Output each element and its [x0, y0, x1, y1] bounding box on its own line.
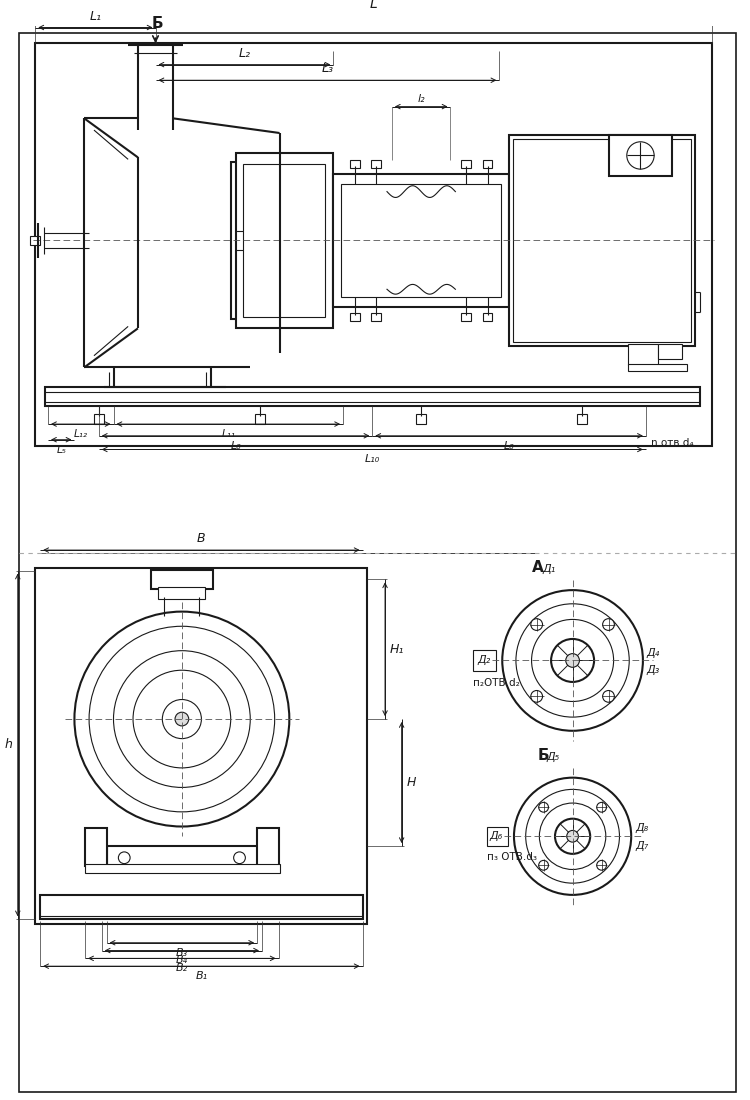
Text: L₈: L₈	[230, 441, 241, 451]
Text: H: H	[406, 776, 416, 789]
Circle shape	[118, 851, 130, 864]
Circle shape	[555, 818, 590, 854]
Bar	[658, 344, 682, 359]
Circle shape	[597, 802, 607, 812]
Text: L₁₁: L₁₁	[221, 429, 236, 439]
Bar	[86, 864, 280, 873]
Bar	[628, 363, 687, 372]
Text: l₂: l₂	[417, 94, 425, 103]
Bar	[509, 135, 694, 345]
Bar	[35, 43, 712, 446]
Bar	[483, 312, 493, 320]
Bar	[483, 161, 493, 168]
Bar	[371, 312, 381, 320]
Bar	[151, 570, 213, 590]
Bar	[350, 312, 360, 320]
Bar	[487, 826, 508, 846]
Circle shape	[74, 612, 290, 826]
Circle shape	[133, 670, 231, 768]
Bar	[35, 568, 368, 924]
Bar	[461, 161, 471, 168]
Bar	[371, 161, 381, 168]
Text: А: А	[532, 561, 543, 575]
Text: L₂: L₂	[238, 46, 250, 59]
Text: Б: Б	[538, 748, 549, 763]
Text: Д₇: Д₇	[635, 842, 648, 851]
Circle shape	[531, 618, 542, 630]
Text: Д₄: Д₄	[646, 648, 660, 658]
Circle shape	[603, 618, 614, 630]
Circle shape	[113, 651, 251, 788]
Circle shape	[89, 626, 274, 812]
Text: L₁₀: L₁₀	[364, 454, 380, 464]
Bar	[236, 153, 333, 328]
Text: Б: Б	[152, 16, 164, 32]
Circle shape	[532, 619, 614, 702]
Circle shape	[514, 778, 632, 895]
Bar	[628, 344, 658, 365]
Bar	[609, 135, 672, 176]
Text: Д₃: Д₃	[646, 666, 660, 675]
Circle shape	[566, 653, 580, 668]
Bar	[513, 139, 691, 342]
Text: Д₈: Д₈	[635, 824, 648, 834]
Text: L₅: L₅	[56, 444, 66, 454]
Bar	[255, 415, 265, 425]
Text: B: B	[197, 532, 206, 546]
Bar	[333, 174, 509, 307]
Text: L₃: L₃	[322, 63, 334, 76]
Bar	[341, 184, 501, 297]
Circle shape	[538, 860, 548, 870]
Circle shape	[162, 700, 202, 738]
Bar	[31, 235, 40, 245]
Text: n отв d₄: n отв d₄	[651, 438, 693, 448]
Bar	[86, 828, 106, 866]
Bar	[578, 415, 587, 425]
Bar	[231, 163, 284, 319]
Text: L₁₂: L₁₂	[74, 429, 88, 439]
Text: B₃: B₃	[176, 947, 188, 958]
Text: L₁: L₁	[89, 10, 101, 23]
Text: L: L	[370, 0, 378, 11]
Circle shape	[538, 802, 548, 812]
Circle shape	[234, 851, 245, 864]
Circle shape	[567, 830, 578, 843]
Circle shape	[531, 691, 542, 702]
Circle shape	[539, 803, 606, 869]
Text: Д₅: Д₅	[547, 752, 560, 762]
Text: п₂ОТВ.d₂: п₂ОТВ.d₂	[473, 678, 520, 688]
Text: B₂: B₂	[176, 964, 188, 974]
Circle shape	[603, 691, 614, 702]
Text: Д₆: Д₆	[490, 832, 503, 842]
Bar	[241, 177, 274, 304]
Bar	[461, 312, 471, 320]
Bar	[158, 587, 206, 598]
Text: Д₂: Д₂	[477, 656, 490, 666]
Bar	[416, 415, 426, 425]
Bar	[94, 415, 104, 425]
Circle shape	[551, 639, 594, 682]
Bar	[473, 650, 496, 671]
Text: п₃ ОТВ.d₃: п₃ ОТВ.d₃	[487, 851, 537, 862]
Circle shape	[175, 712, 189, 726]
Circle shape	[516, 604, 629, 717]
Text: Д₁: Д₁	[542, 564, 556, 574]
Bar	[40, 895, 362, 920]
Text: h: h	[5, 738, 13, 751]
Text: B₁: B₁	[195, 971, 208, 981]
Bar	[350, 161, 360, 168]
Bar	[45, 387, 700, 407]
Bar	[257, 828, 278, 866]
Circle shape	[597, 860, 607, 870]
Bar	[245, 191, 270, 289]
Circle shape	[627, 142, 654, 169]
Circle shape	[526, 790, 620, 883]
Bar	[244, 164, 326, 317]
Bar	[106, 846, 258, 870]
Text: H₁: H₁	[390, 642, 404, 656]
Text: B₄: B₄	[176, 956, 188, 966]
Circle shape	[503, 590, 643, 730]
Text: L₈: L₈	[504, 441, 515, 451]
